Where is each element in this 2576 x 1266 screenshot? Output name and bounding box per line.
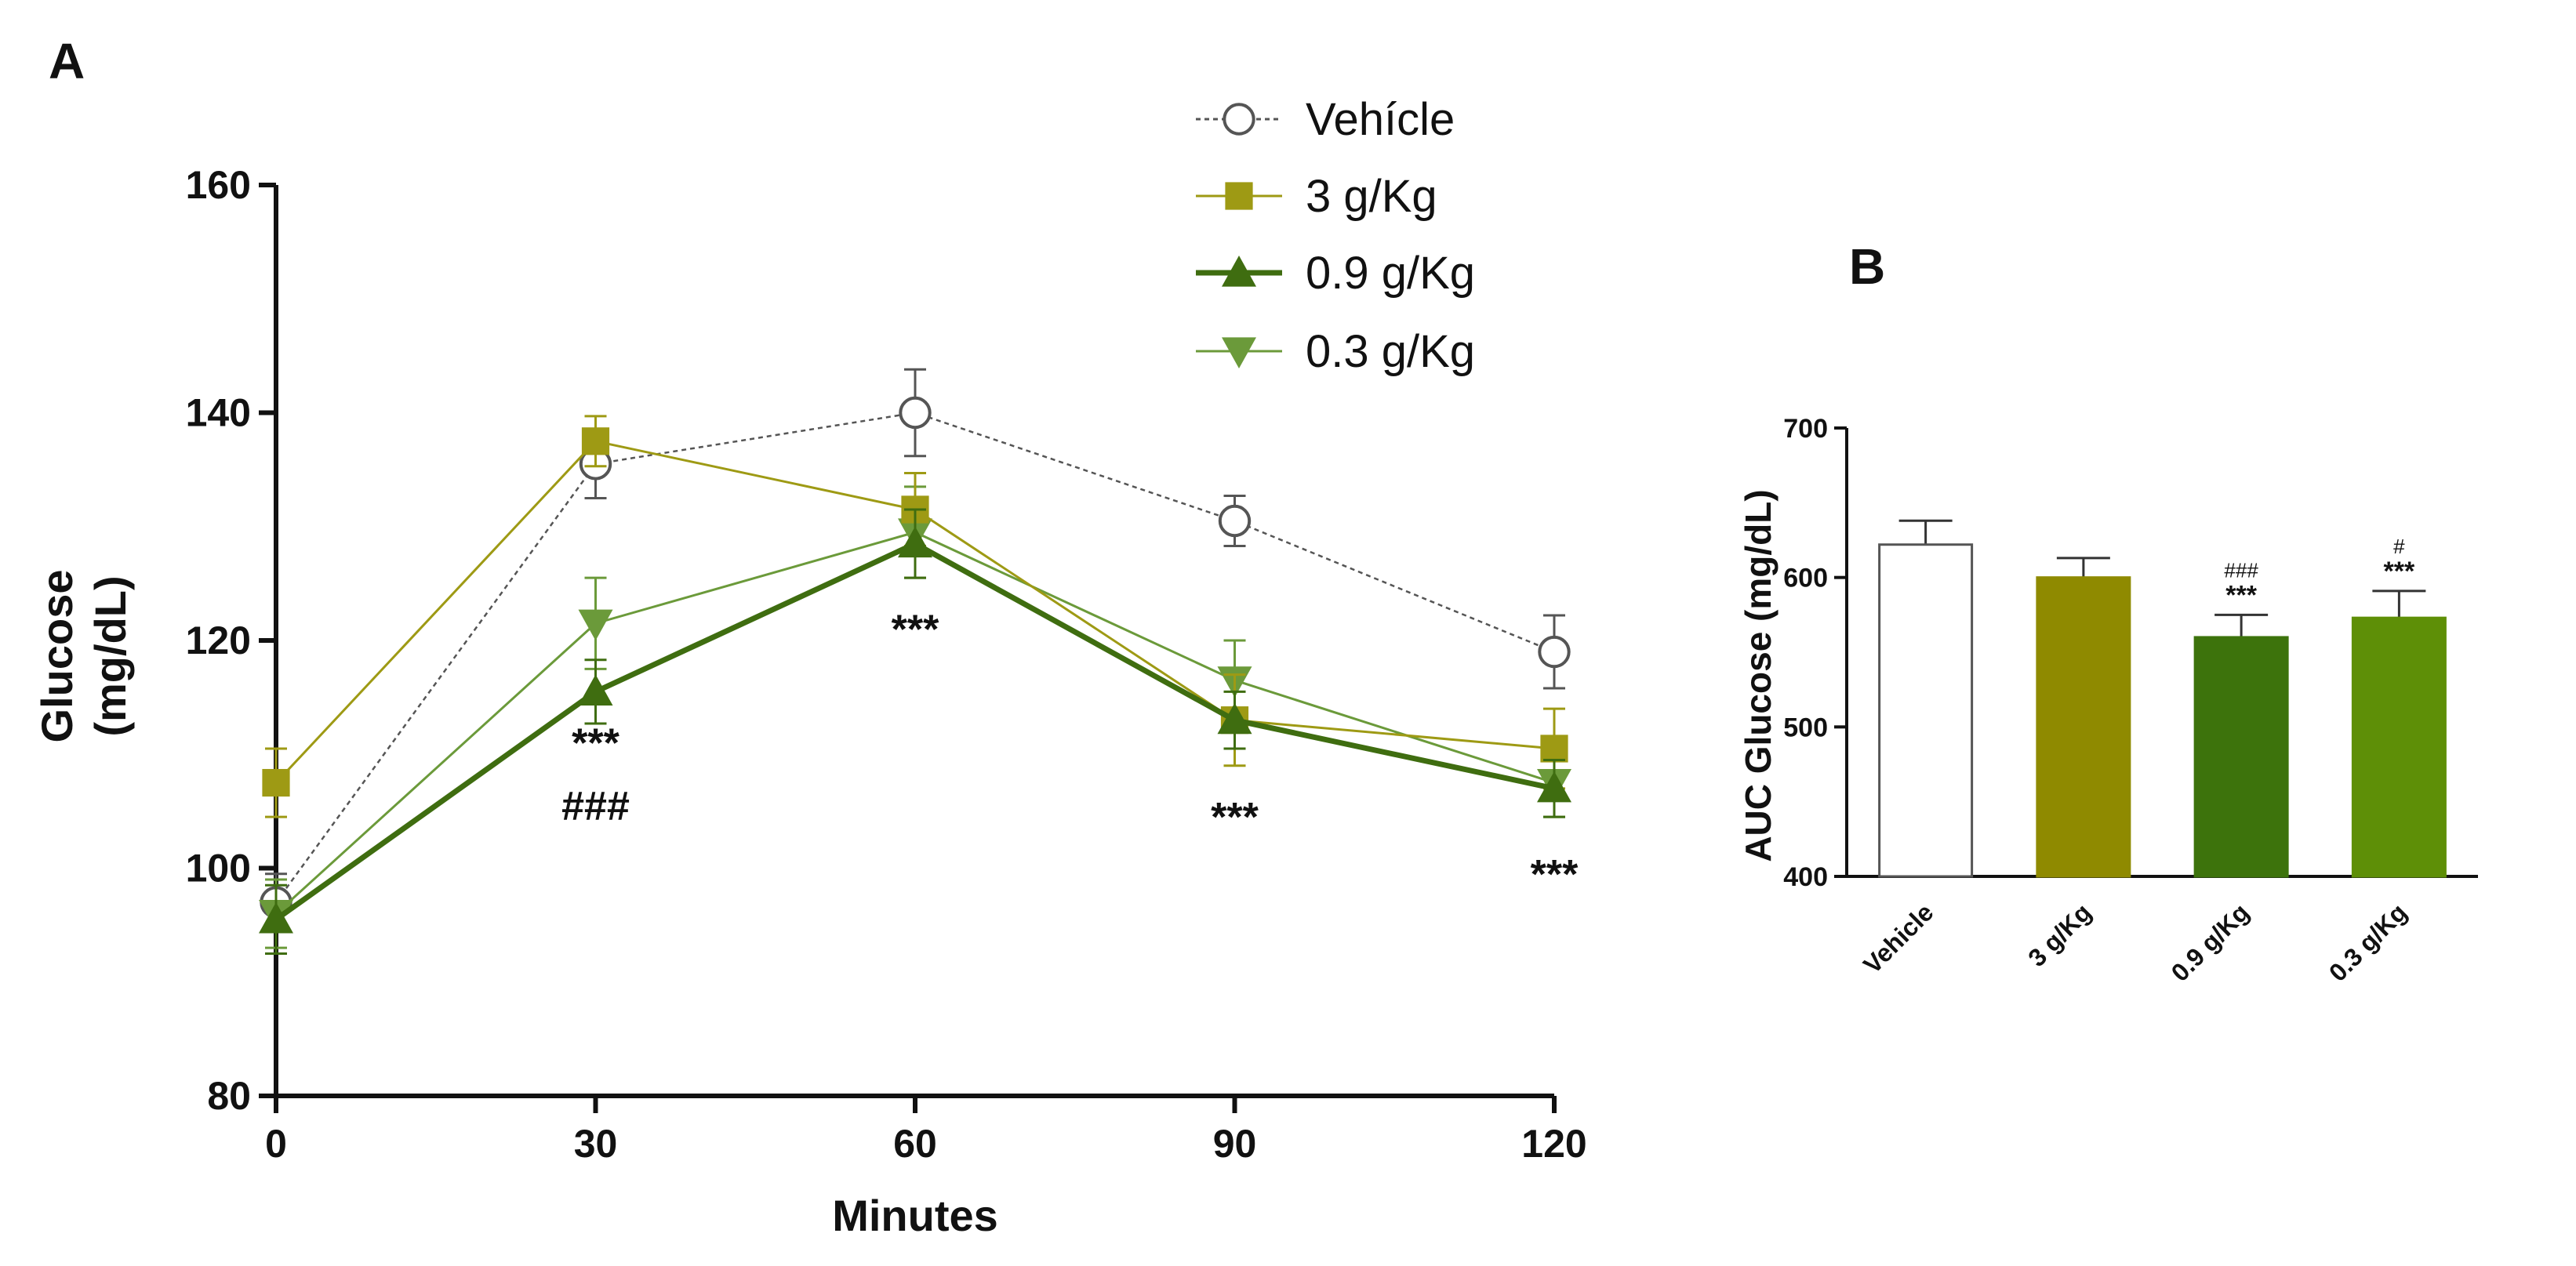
legend-label: 0.9 g/Kg	[1306, 248, 1475, 299]
x-tick-label: 0	[265, 1122, 287, 1166]
data-point	[1538, 635, 1571, 669]
bar	[1878, 543, 1974, 878]
y-axis-title-line2: (mg/dL)	[85, 575, 135, 736]
significance-label: ***	[1211, 795, 1259, 840]
y-tick-label: 160	[186, 163, 251, 207]
legend-marker	[1225, 182, 1253, 210]
significance-label: ###	[2224, 558, 2258, 582]
panel-b-letter: B	[1849, 238, 1885, 295]
y-tick-label: 80	[207, 1074, 251, 1118]
legend-item-0-9-g-kg: 0.9 g/Kg	[1196, 248, 1475, 299]
legend-label: 3 g/Kg	[1306, 171, 1437, 222]
bar	[2351, 616, 2447, 878]
x-tick-label: 90	[1213, 1122, 1257, 1166]
data-point	[899, 396, 932, 430]
series-line	[274, 531, 1555, 915]
x-axis-title: Minutes	[832, 1191, 998, 1240]
legend-marker	[1222, 256, 1256, 287]
x-tick-label: 120	[1521, 1122, 1586, 1166]
significance-label: ###	[561, 784, 630, 829]
bar	[2193, 636, 2289, 878]
y-axis-title: AUC Glucose (mg/dL)	[1738, 489, 1778, 862]
y-tick-label: 500	[1783, 713, 1828, 742]
bar-0-3-g-kg	[2351, 589, 2447, 878]
legend-item-3-g-kg: 3 g/Kg	[1196, 171, 1437, 222]
legend-item-0-3-g-kg: 0.3 g/Kg	[1196, 326, 1475, 377]
data-point	[581, 427, 610, 455]
bar	[2036, 576, 2131, 878]
significance-label: ***	[2384, 557, 2415, 586]
significance-label: ***	[892, 607, 939, 652]
x-tick-label: 30	[574, 1122, 618, 1166]
y-tick-label: 100	[186, 847, 251, 891]
x-category-label: Vehicle	[1858, 898, 1938, 978]
auc-bar-chart: 400 500 600 700 AUC Glucose (mg/dL) Vehicle 3 …	[1738, 414, 2478, 987]
legend-label: 0.3 g/Kg	[1306, 326, 1475, 377]
x-category-label: 0.9 g/Kg	[2166, 898, 2254, 986]
y-tick-label: 120	[186, 618, 251, 662]
data-point	[1217, 702, 1252, 735]
x-category-label: 0.3 g/Kg	[2323, 898, 2412, 986]
data-point	[898, 526, 932, 558]
data-point	[259, 901, 293, 934]
data-point	[578, 674, 613, 706]
legend-label: Vehícle	[1306, 94, 1455, 145]
data-point	[578, 609, 613, 641]
data-point	[1218, 504, 1252, 538]
legend: Vehícle 3 g/Kg 0.9 g/Kg 0.3 g/Kg	[1196, 94, 1475, 377]
significance-label: ***	[1531, 852, 1579, 898]
legend-item-veh-cle: Vehícle	[1196, 94, 1455, 145]
data-point	[262, 768, 290, 797]
y-tick-label: 700	[1783, 414, 1828, 444]
x-tick-label: 60	[893, 1122, 937, 1166]
glucose-line-chart: 80 100 120 140 160 0 30 60 90 120 Minutes Glucose (m…	[32, 94, 1587, 1240]
significance-label: ***	[572, 721, 619, 767]
data-point	[1537, 771, 1571, 803]
bar-0-9-g-kg	[2193, 613, 2289, 878]
significance-label: #	[2393, 535, 2405, 558]
bar-vehicle	[1878, 519, 1974, 878]
series-0-9-g-kg	[259, 508, 1571, 955]
data-point	[1540, 735, 1568, 763]
panel-a-letter: A	[49, 33, 85, 89]
legend-marker	[1222, 337, 1256, 368]
bar-3-g-kg	[2036, 557, 2131, 878]
y-tick-label: 600	[1783, 564, 1828, 593]
significance-label: ***	[2225, 580, 2257, 610]
x-category-label: 3 g/Kg	[2022, 898, 2097, 972]
y-tick-label: 400	[1783, 862, 1828, 892]
legend-marker	[1223, 103, 1255, 136]
y-axis-title-line1: Glucose	[32, 570, 82, 743]
y-tick-label: 140	[186, 391, 251, 435]
